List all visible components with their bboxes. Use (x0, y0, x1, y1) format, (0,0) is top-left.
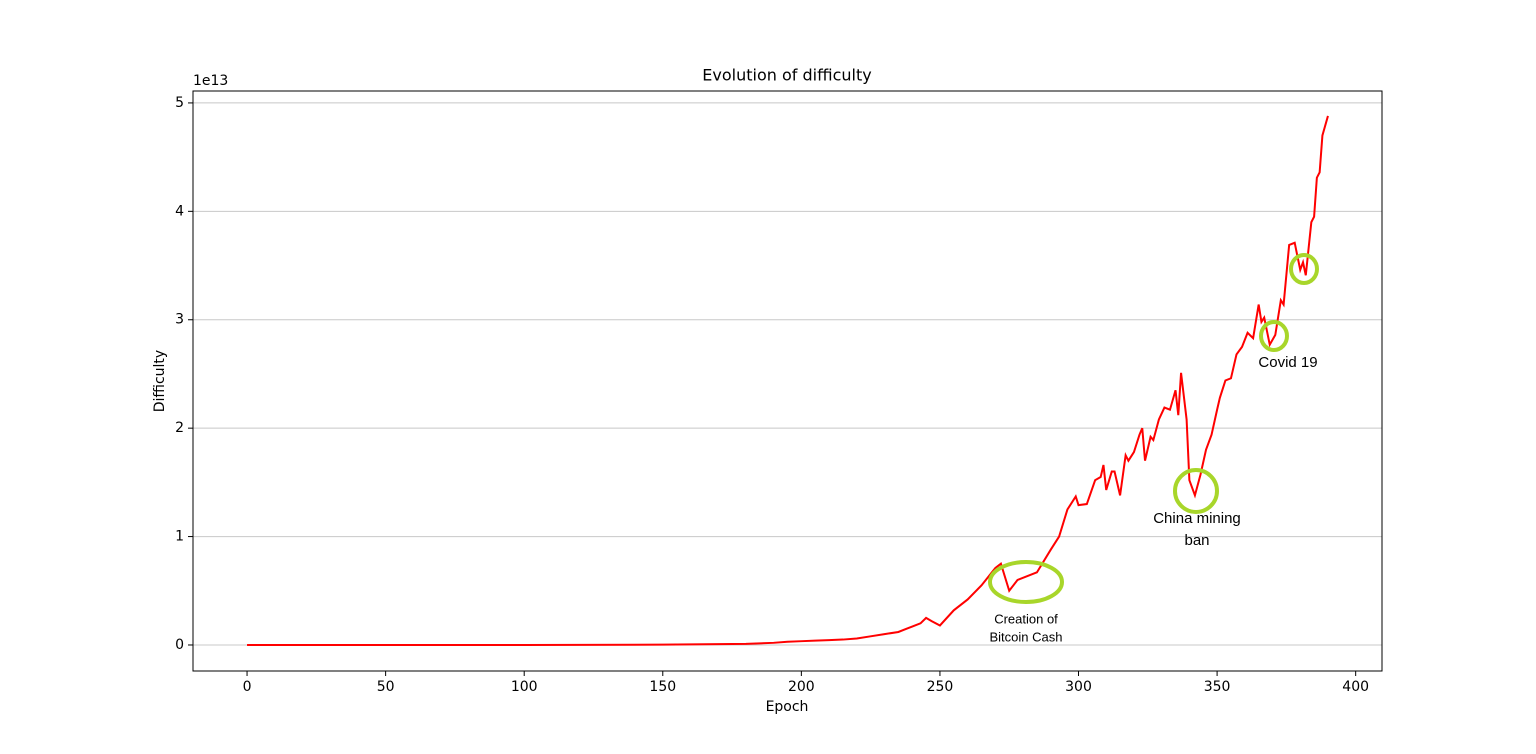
x-tick-label: 200 (788, 679, 815, 695)
annotation: Creation of (994, 611, 1058, 626)
y-tick-label: 2 (175, 420, 184, 436)
y-tick-label: 3 (175, 312, 184, 328)
y-offset-label: 1e13 (193, 73, 228, 89)
x-tick-label: 300 (1065, 679, 1092, 695)
x-tick-label: 100 (511, 679, 538, 695)
highlight-ring (1173, 468, 1219, 514)
x-tick-label: 250 (927, 679, 954, 695)
x-tick-label: 0 (243, 679, 252, 695)
highlight-ring (988, 560, 1064, 604)
data-line (247, 115, 1329, 646)
plot-frame (192, 90, 1383, 672)
x-tick-label: 350 (1204, 679, 1231, 695)
x-tick-label: 150 (649, 679, 676, 695)
y-tick-label: 1 (175, 529, 184, 545)
annotation: China mining (1153, 510, 1241, 527)
annotation: Covid 19 (1258, 354, 1317, 371)
highlight-ring (1259, 320, 1289, 352)
highlight-ring (1289, 253, 1319, 285)
y-tick-label: 5 (175, 95, 184, 111)
annotation: ban (1184, 532, 1209, 549)
x-tick-label: 400 (1342, 679, 1369, 695)
x-tick-label: 50 (377, 679, 395, 695)
x-axis-label: Epoch (766, 699, 809, 715)
y-axis-label: Difficulty (152, 350, 168, 412)
chart-title: Evolution of difficulty (702, 66, 871, 85)
y-tick-label: 0 (175, 637, 184, 653)
y-tick-label: 4 (175, 203, 184, 219)
annotation: Bitcoin Cash (990, 629, 1063, 644)
